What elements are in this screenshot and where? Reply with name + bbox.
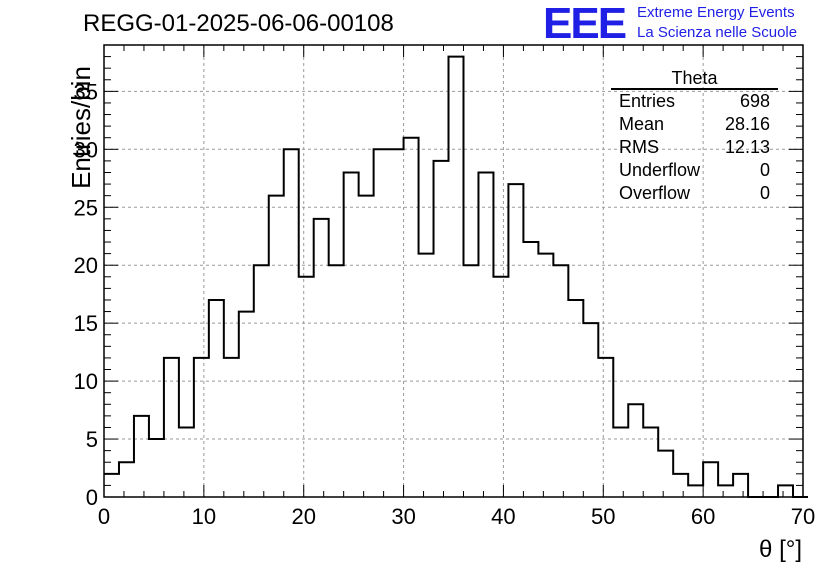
histogram-bin (119, 462, 134, 497)
histogram-bin (463, 265, 478, 497)
histogram-bin (628, 404, 643, 497)
plot-frame (103, 44, 804, 498)
histogram-bin (508, 184, 523, 497)
logo-line-2: La Scienza nelle Scuole (637, 24, 798, 41)
histogram-bin (134, 416, 149, 497)
histogram-bin (269, 196, 284, 497)
x-tick-label: 50 (591, 504, 615, 529)
stats-row: Overflow 0 (611, 182, 778, 205)
histogram-bin (239, 312, 254, 497)
histogram-bin (449, 57, 464, 497)
stats-value: 12.13 (724, 137, 770, 157)
x-tick-label: 60 (691, 504, 715, 529)
y-tick-label: 15 (74, 311, 98, 336)
stats-value: 698 (739, 91, 770, 111)
histogram-bin (389, 149, 404, 497)
histogram-bin (374, 149, 389, 497)
logo-line-1: Extreme Energy Events (637, 4, 795, 21)
x-axis-label: θ [°] (759, 536, 802, 563)
histogram-bin (164, 358, 179, 497)
histogram-bin (718, 485, 733, 497)
y-tick-label: 10 (74, 369, 98, 394)
y-tick-label: 0 (86, 485, 98, 510)
y-tick-label: 25 (74, 195, 98, 220)
stats-label: RMS (619, 137, 659, 157)
histogram-bin (209, 300, 224, 497)
x-tick-label: 40 (491, 504, 515, 529)
run-title: REGG-01-2025-06-06-00108 (83, 10, 394, 37)
stats-value: 28.16 (724, 114, 770, 134)
histogram-bin (658, 451, 673, 497)
stats-label: Underflow (619, 160, 701, 180)
stats-label: Mean (619, 114, 665, 134)
histogram-bin (149, 439, 164, 497)
stats-label: Entries (619, 91, 676, 111)
stats-title: Theta (611, 68, 778, 90)
histogram-bin (254, 265, 269, 497)
histogram-bin (598, 358, 613, 497)
histogram-bin (733, 474, 748, 497)
x-tick-label: 20 (291, 504, 315, 529)
histogram-bin (194, 358, 209, 497)
histogram-bin (478, 172, 493, 497)
histogram-bin (553, 265, 568, 497)
histogram-bin (643, 427, 658, 497)
stats-box: Theta Entries 698 Mean 28.16 RMS 12.13 Unde… (611, 68, 778, 205)
histogram-bin (314, 219, 329, 497)
histogram-bin (583, 323, 598, 497)
histogram-bin (404, 138, 419, 497)
histogram-bin (329, 265, 344, 497)
x-tick-label: 10 (192, 504, 216, 529)
eee-logo: EEE (543, 0, 627, 48)
histogram-bin (778, 485, 793, 497)
y-tick-label: 5 (86, 427, 98, 452)
stats-row: RMS 12.13 (611, 136, 778, 159)
y-tick-label: 35 (74, 79, 98, 104)
histogram-bin (284, 149, 299, 497)
histogram-bin (224, 358, 239, 497)
histogram-line (104, 55, 808, 498)
stats-value: 0 (759, 160, 770, 180)
histogram-bin (613, 427, 628, 497)
histogram-bin (179, 427, 194, 497)
y-tick-label: 20 (74, 253, 98, 278)
histogram-bin (673, 474, 688, 497)
stats-row: Underflow 0 (611, 159, 778, 182)
histogram-bin (299, 277, 314, 497)
histogram-bin (434, 161, 449, 497)
histogram-bin (688, 485, 703, 497)
histogram-bin (493, 277, 508, 497)
stats-label: Overflow (619, 183, 691, 203)
histogram-bin (703, 462, 718, 497)
histogram-bin (344, 172, 359, 497)
histogram-bin (359, 196, 374, 497)
stats-value: 0 (759, 183, 770, 203)
histogram-bin (568, 300, 583, 497)
histogram-bin (419, 254, 434, 497)
y-axis-label: Entries/bin (65, 66, 96, 189)
histogram-bin (538, 254, 553, 497)
x-tick-label: 70 (791, 504, 815, 529)
x-tick-label: 30 (391, 504, 415, 529)
y-tick-label: 30 (74, 137, 98, 162)
stats-row: Entries 698 (611, 90, 778, 113)
x-tick-label: 0 (98, 504, 110, 529)
stats-row: Mean 28.16 (611, 113, 778, 136)
histogram-bin (523, 242, 538, 497)
